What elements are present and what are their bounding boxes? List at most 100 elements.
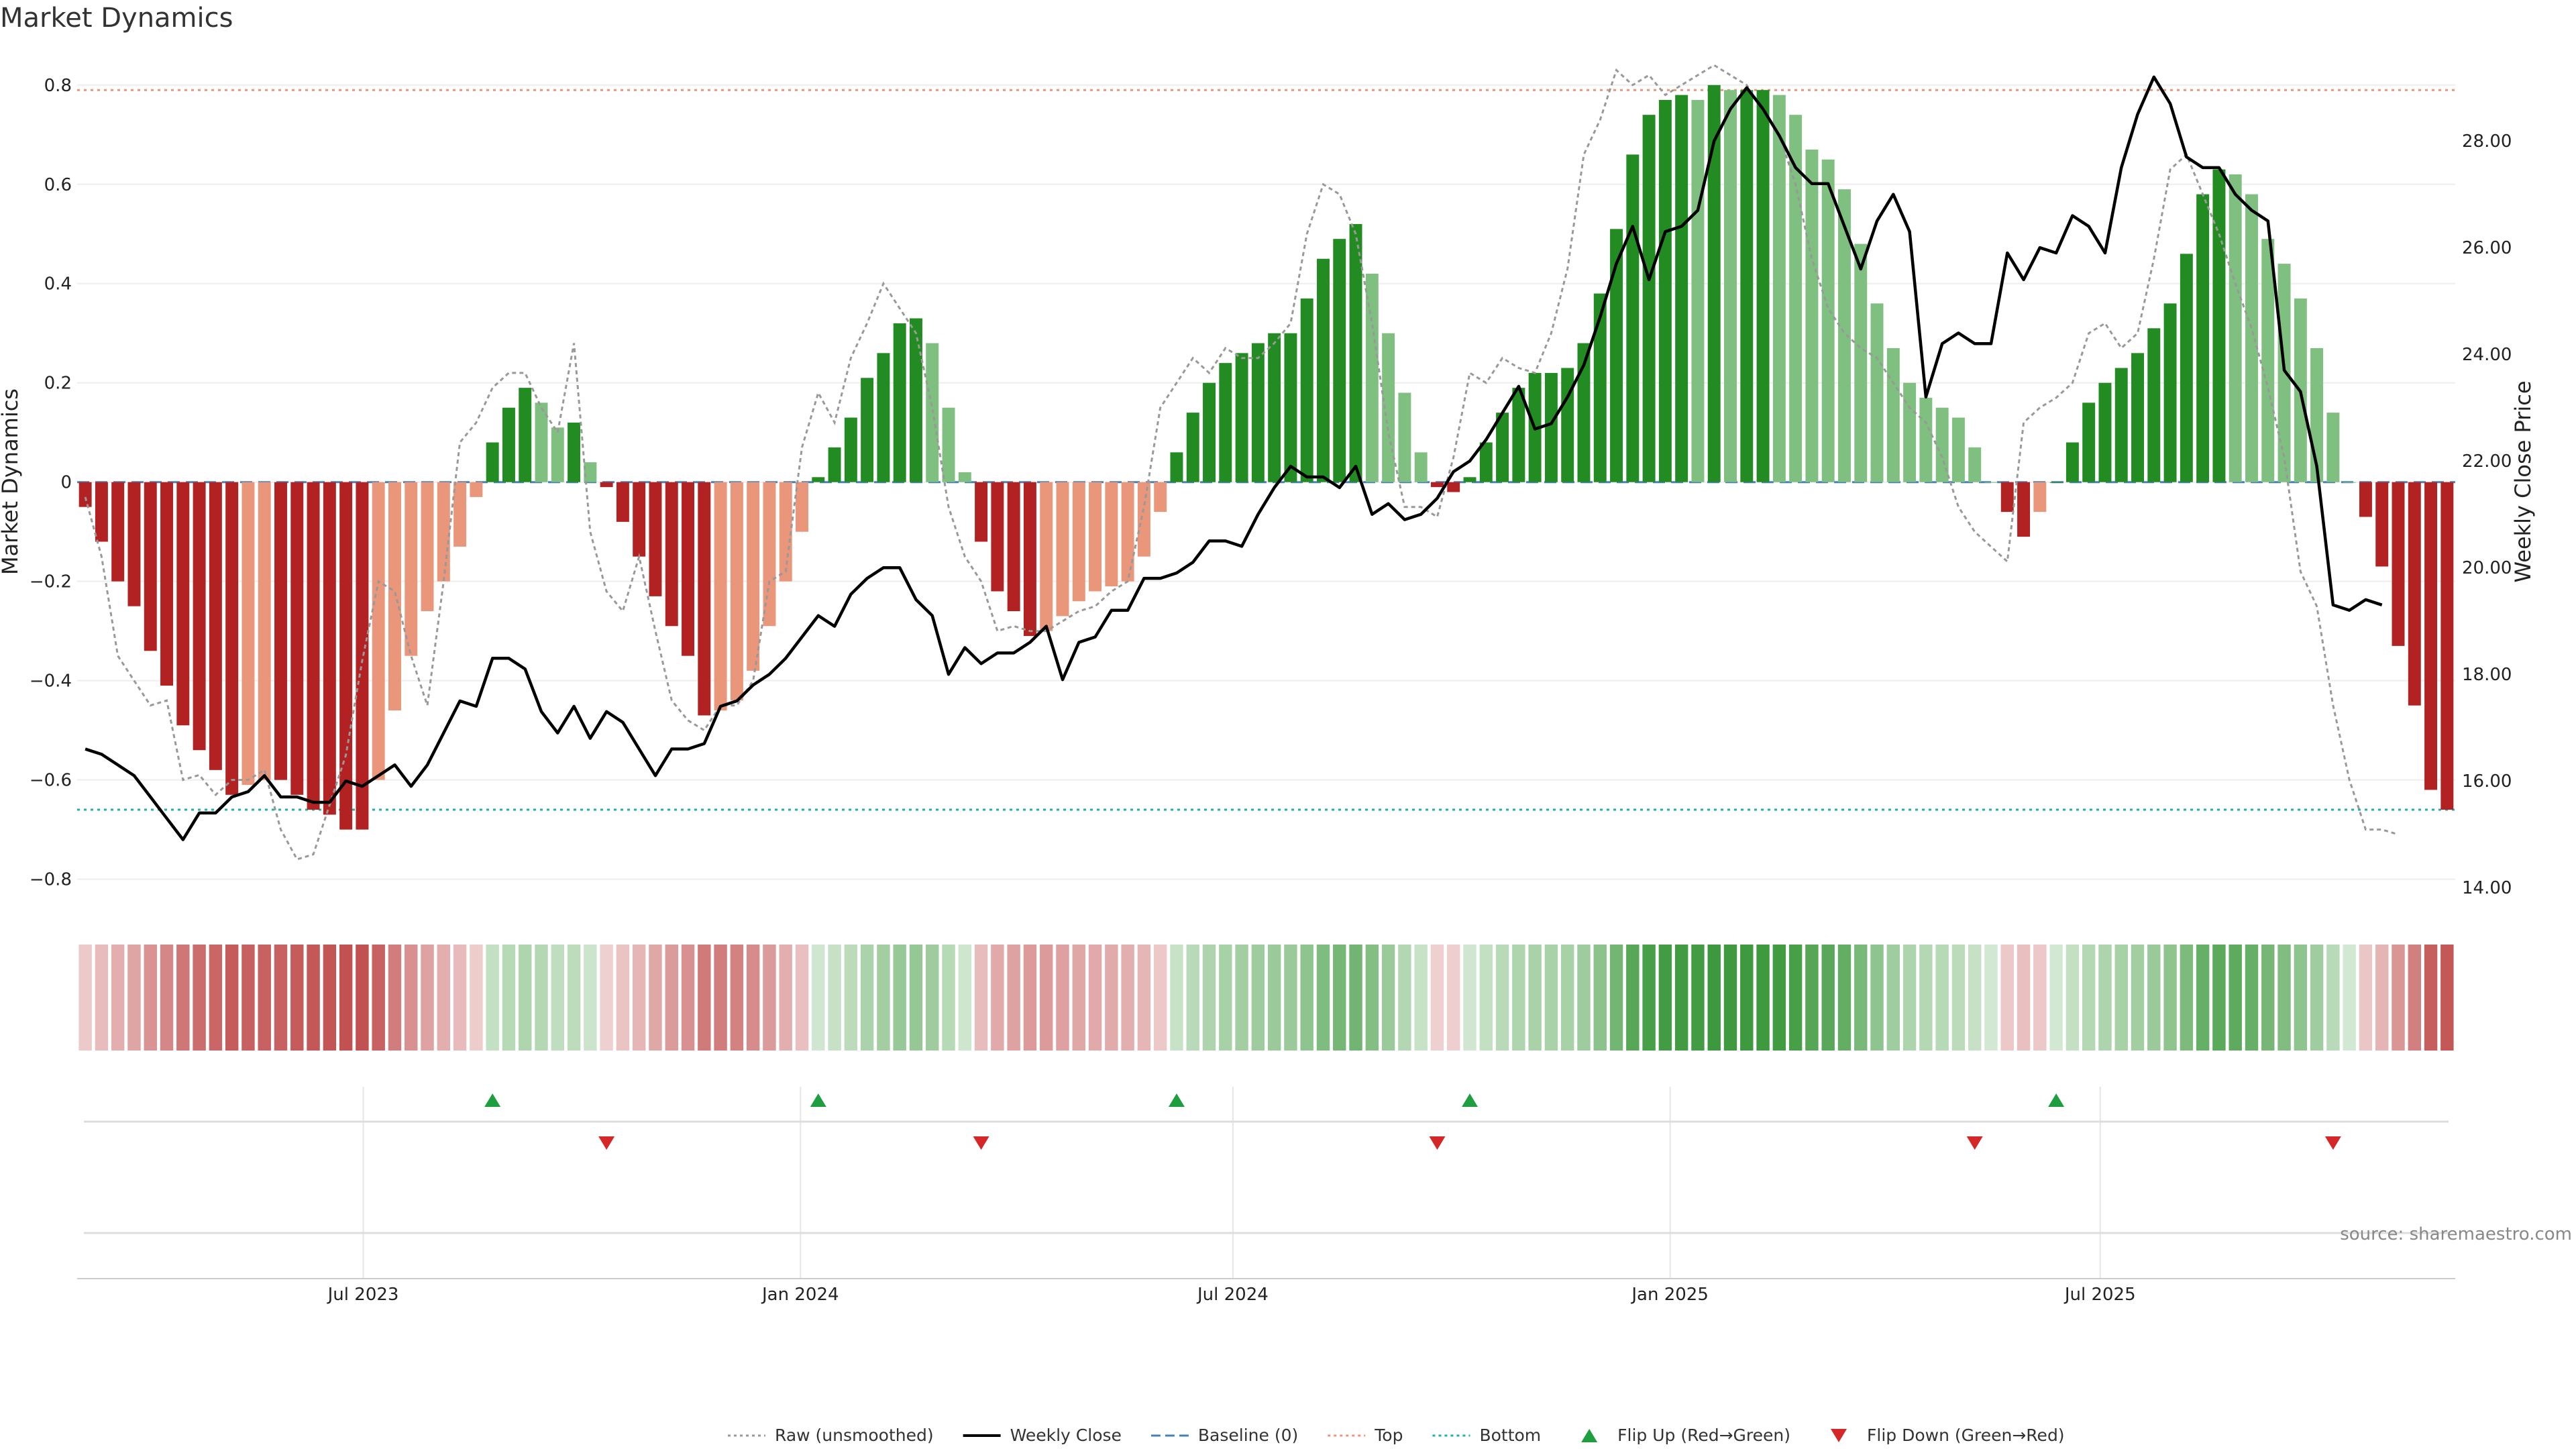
strip-cell-4 <box>144 945 157 1051</box>
bar-105 <box>1789 115 1803 482</box>
bar-140 <box>2359 482 2372 517</box>
bar-12 <box>274 482 287 780</box>
bar-63 <box>1105 482 1118 587</box>
strip-cell-26 <box>502 945 516 1051</box>
bar-129 <box>2180 254 2193 482</box>
bar-116 <box>1968 447 1982 482</box>
strip-cell-125 <box>2114 945 2128 1051</box>
bar-33 <box>616 482 629 522</box>
strip-cell-19 <box>388 945 402 1051</box>
x-tick-1: Jan 2024 <box>761 1285 839 1305</box>
bar-103 <box>1756 90 1770 482</box>
y-right-tick-5: 18.00 <box>2462 665 2512 685</box>
strip-cell-120 <box>2033 945 2047 1051</box>
strip-cell-95 <box>1626 945 1640 1051</box>
strip-cell-48 <box>860 945 874 1051</box>
strip-cell-52 <box>926 945 939 1051</box>
bar-97 <box>1658 99 1672 482</box>
bar-106 <box>1805 149 1819 482</box>
strip-cell-106 <box>1805 945 1819 1051</box>
strip-cell-86 <box>1479 945 1493 1051</box>
strip-cell-102 <box>1740 945 1754 1051</box>
strip-cell-142 <box>2392 945 2405 1051</box>
bar-43 <box>779 482 792 582</box>
strip-cell-135 <box>2277 945 2291 1051</box>
bar-114 <box>1935 407 1949 482</box>
bar-93 <box>1593 293 1607 482</box>
flip-down-marker-2 <box>1429 1136 1446 1150</box>
source-note: source: sharemaestro.com <box>2340 1224 2572 1244</box>
bar-102 <box>1740 90 1754 482</box>
bar-38 <box>698 482 711 716</box>
strip-cell-85 <box>1463 945 1477 1051</box>
bar-117 <box>1984 482 1998 483</box>
bar-111 <box>1886 347 1900 482</box>
strip-cell-3 <box>127 945 141 1051</box>
strip-cell-140 <box>2359 945 2373 1051</box>
bar-55 <box>975 482 988 542</box>
bar-77 <box>1333 239 1346 482</box>
bar-2 <box>111 482 125 582</box>
dynamics-bars <box>78 85 2454 830</box>
strip-cell-80 <box>1381 945 1395 1051</box>
strip-cell-114 <box>1935 945 1949 1051</box>
legend-swatch-5 <box>1581 1429 1598 1442</box>
y-left-tick-3: 0.2 <box>44 374 72 394</box>
strip-cell-29 <box>551 945 564 1051</box>
bar-59 <box>1040 482 1053 631</box>
legend-item-5: Flip Up (Red→Green) <box>1581 1426 1790 1445</box>
y-right-tick-3: 22.00 <box>2462 451 2512 472</box>
strip-cell-9 <box>225 945 239 1051</box>
strip-cell-119 <box>2017 945 2031 1051</box>
bar-126 <box>2131 353 2144 482</box>
bar-75 <box>1300 298 1313 482</box>
bar-78 <box>1349 223 1362 482</box>
strip-cell-10 <box>241 945 255 1051</box>
bar-67 <box>1170 452 1183 482</box>
bar-94 <box>1610 229 1623 482</box>
bar-60 <box>1056 482 1069 616</box>
strip-cell-111 <box>1886 945 1900 1051</box>
bar-13 <box>290 482 304 795</box>
bar-42 <box>763 482 776 627</box>
bar-9 <box>225 482 239 795</box>
strip-cell-1 <box>95 945 109 1051</box>
strip-cell-112 <box>1902 945 1917 1051</box>
strip-cell-42 <box>763 945 776 1051</box>
bar-91 <box>1561 368 1574 482</box>
strip-cell-62 <box>1088 945 1102 1051</box>
raw-line <box>84 64 2399 861</box>
strip-cell-71 <box>1235 945 1248 1051</box>
bar-23 <box>453 482 467 547</box>
strip-cell-108 <box>1837 945 1851 1051</box>
strip-cell-38 <box>698 945 711 1051</box>
bar-81 <box>1398 392 1411 482</box>
bar-16 <box>339 482 353 830</box>
strip-cell-83 <box>1430 945 1444 1051</box>
bar-113 <box>1919 397 1933 482</box>
y-left-tick-2: 0.4 <box>44 274 72 294</box>
strip-cell-7 <box>193 945 206 1051</box>
strip-cell-101 <box>1723 945 1737 1051</box>
strip-cell-94 <box>1609 945 1623 1051</box>
bar-118 <box>2000 482 2014 513</box>
strip-cell-141 <box>2375 945 2389 1051</box>
bar-41 <box>747 482 760 671</box>
strip-cell-32 <box>600 945 613 1051</box>
bar-119 <box>2017 482 2031 537</box>
strip-cell-46 <box>828 945 841 1051</box>
strip-cell-132 <box>2229 945 2242 1051</box>
bar-99 <box>1691 99 1705 482</box>
flip-down-marker-0 <box>598 1136 615 1150</box>
strip-cell-100 <box>1707 945 1721 1051</box>
strip-cell-99 <box>1691 945 1705 1051</box>
legend-item-4: Bottom <box>1432 1426 1541 1445</box>
flip-up-marker-4 <box>2048 1093 2065 1107</box>
y-right-tick-6: 16.00 <box>2462 771 2512 792</box>
strip-cell-145 <box>2440 945 2454 1051</box>
strip-cell-2 <box>111 945 125 1051</box>
strip-cell-49 <box>877 945 890 1051</box>
bar-120 <box>2033 482 2047 513</box>
strip-cell-109 <box>1854 945 1868 1051</box>
